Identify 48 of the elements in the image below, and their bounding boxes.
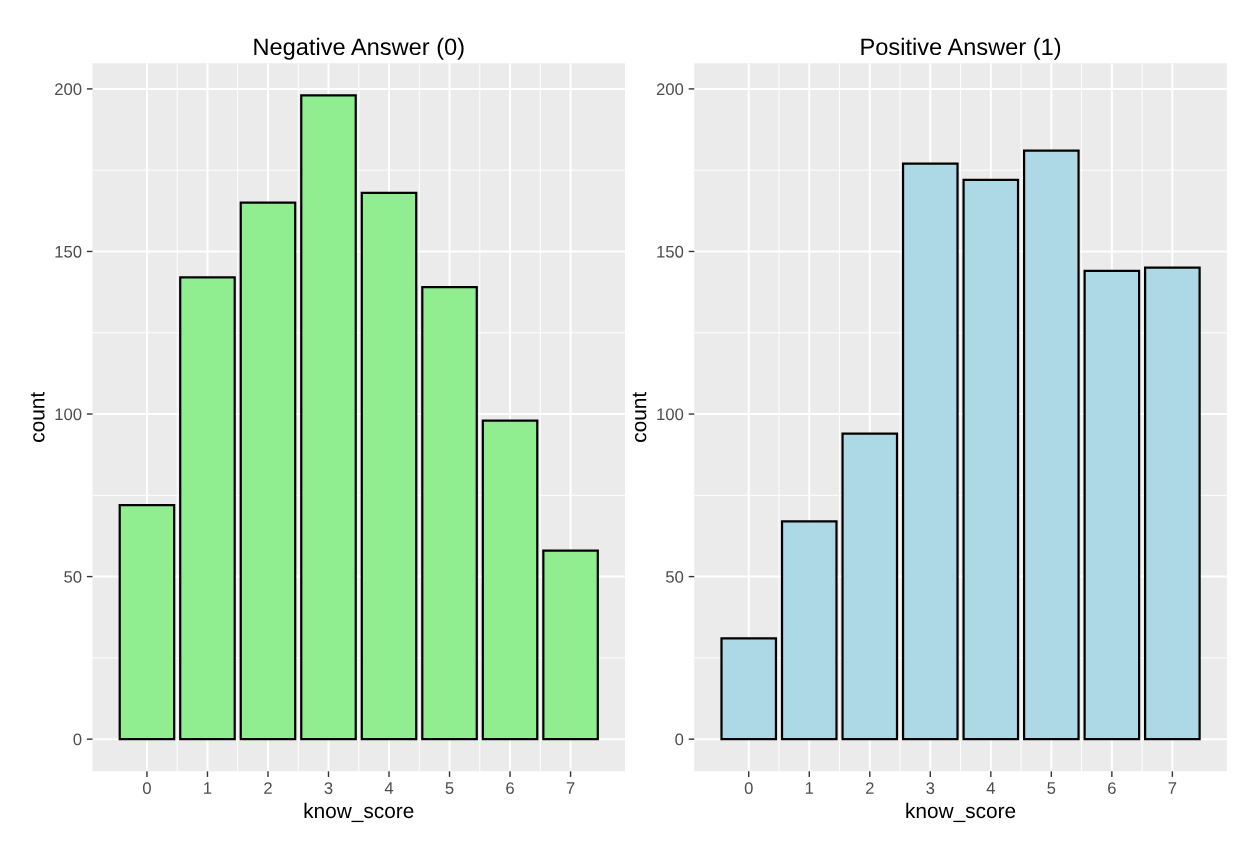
y-tick-label: 200 [656, 83, 684, 96]
x-axis-title: know_score [304, 802, 414, 823]
x-tick-label: 1 [204, 782, 212, 794]
bar [360, 191, 418, 741]
x-tick-label: 6 [1108, 782, 1116, 794]
chart-title: Positive Answer (1) [861, 37, 1061, 60]
x-tick-label: 0 [744, 782, 753, 794]
bar [901, 162, 959, 741]
bar [962, 178, 1020, 741]
bar [542, 549, 599, 741]
y-tick-label: 100 [55, 408, 82, 421]
x-tick-label: 6 [506, 782, 514, 794]
bar [841, 432, 899, 741]
bar [1022, 149, 1080, 741]
x-tick-label: 3 [324, 782, 333, 794]
bar [1144, 266, 1201, 741]
x-tick-label: 4 [384, 782, 394, 794]
x-tick-label: 2 [865, 782, 874, 794]
bar [179, 276, 236, 741]
x-tick-label: 4 [986, 782, 995, 794]
x-tick-label: 5 [445, 782, 454, 794]
bar [720, 637, 778, 741]
bar [421, 286, 478, 741]
x-tick-label: 2 [264, 782, 272, 794]
y-tick-label: 150 [55, 245, 82, 258]
x-tick-label: 1 [805, 782, 814, 794]
y-axis-title: count [30, 391, 45, 442]
y-tick-label: 200 [55, 83, 82, 96]
y-tick-label: 0 [675, 733, 684, 746]
bar [780, 520, 838, 741]
bar [300, 94, 357, 741]
x-tick-label: 5 [1047, 782, 1056, 794]
y-tick-label: 150 [657, 245, 684, 258]
x-tick-label: 7 [1168, 782, 1177, 794]
x-axis-title: know_score [906, 802, 1016, 823]
x-tick-label: 0 [142, 782, 151, 794]
bar [1083, 269, 1141, 741]
bar [239, 201, 297, 741]
y-tick-label: 50 [64, 571, 82, 583]
bar [118, 503, 176, 741]
x-tick-label: 7 [566, 782, 575, 794]
x-tick-label: 3 [926, 782, 935, 794]
y-tick-label: 100 [657, 408, 684, 421]
y-tick-label: 0 [73, 733, 82, 746]
chart-title: Negative Answer (0) [254, 37, 464, 60]
bar [481, 419, 539, 741]
y-axis-title: count [632, 391, 647, 442]
y-tick-label: 50 [665, 571, 684, 583]
